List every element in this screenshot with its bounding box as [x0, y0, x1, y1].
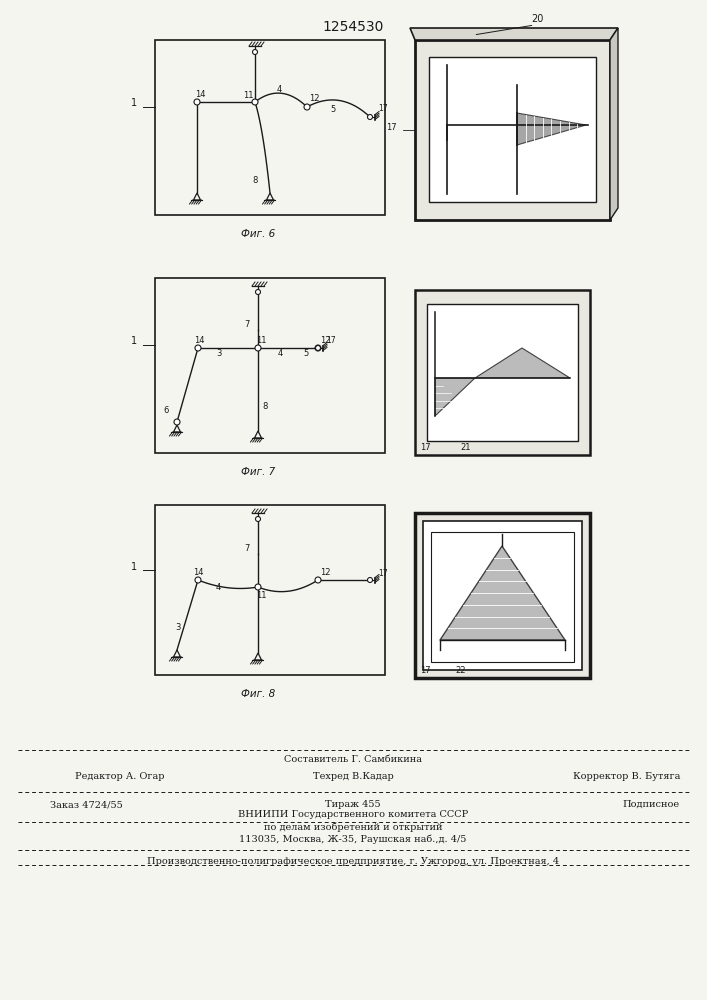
- Text: Заказ 4724/55: Заказ 4724/55: [50, 800, 123, 809]
- Text: 14: 14: [195, 90, 206, 99]
- Bar: [429, 57, 596, 202]
- Polygon shape: [475, 348, 570, 378]
- Polygon shape: [410, 28, 618, 40]
- Text: 3: 3: [175, 623, 180, 632]
- Bar: [415, 513, 590, 678]
- Text: 14: 14: [194, 336, 204, 345]
- Polygon shape: [440, 546, 565, 640]
- Text: 17: 17: [420, 443, 431, 452]
- Text: 17: 17: [386, 123, 397, 132]
- Bar: [427, 304, 578, 441]
- Text: Редактор А. Огар: Редактор А. Огар: [75, 772, 165, 781]
- Text: Производственно-полиграфическое предприятие, г. Ужгород, ул. Проектная, 4: Производственно-полиграфическое предприя…: [147, 857, 559, 866]
- Circle shape: [255, 345, 261, 351]
- Bar: [155, 278, 385, 453]
- Text: 3: 3: [216, 349, 221, 358]
- Text: 12: 12: [320, 336, 330, 345]
- Text: 7: 7: [244, 320, 250, 329]
- Polygon shape: [435, 378, 475, 416]
- Circle shape: [255, 516, 260, 522]
- Text: 11: 11: [243, 91, 254, 100]
- Text: по делам изобретений и открытий: по делам изобретений и открытий: [264, 822, 443, 832]
- Circle shape: [315, 346, 320, 351]
- Text: 17: 17: [378, 104, 387, 113]
- Bar: [423, 521, 582, 670]
- Text: 4: 4: [278, 349, 284, 358]
- Text: 14: 14: [193, 568, 204, 577]
- Circle shape: [195, 345, 201, 351]
- Text: 12: 12: [309, 94, 320, 103]
- Circle shape: [315, 577, 321, 583]
- Circle shape: [194, 99, 200, 105]
- Text: Фиг. 7: Фиг. 7: [241, 467, 276, 477]
- Bar: [155, 505, 385, 675]
- Text: 4: 4: [277, 85, 282, 94]
- Text: 17: 17: [326, 336, 336, 345]
- Text: 113035, Москва, Ж-35, Раушская наб.,д. 4/5: 113035, Москва, Ж-35, Раушская наб.,д. 4…: [239, 834, 467, 844]
- Text: 17: 17: [378, 569, 387, 578]
- Text: Составитель Г. Самбикина: Составитель Г. Самбикина: [284, 755, 422, 764]
- Text: 22: 22: [455, 666, 465, 675]
- Circle shape: [174, 419, 180, 425]
- Circle shape: [255, 584, 261, 590]
- Polygon shape: [517, 113, 586, 145]
- Text: Фиг. 6: Фиг. 6: [241, 229, 276, 239]
- Text: Техред В.Кадар: Техред В.Кадар: [312, 772, 393, 781]
- Text: 4: 4: [216, 583, 221, 592]
- Text: Тираж 455: Тираж 455: [325, 800, 381, 809]
- Circle shape: [315, 345, 321, 351]
- Circle shape: [252, 99, 258, 105]
- Text: Фиг. 8: Фиг. 8: [241, 689, 276, 699]
- Bar: [155, 40, 385, 215]
- Text: 20: 20: [532, 14, 544, 24]
- Text: 21: 21: [460, 443, 470, 452]
- Text: 11: 11: [256, 336, 267, 345]
- Text: 1254530: 1254530: [322, 20, 384, 34]
- Text: 6: 6: [163, 406, 168, 415]
- Text: 5: 5: [303, 349, 308, 358]
- Bar: [415, 40, 610, 220]
- Polygon shape: [610, 28, 618, 220]
- Circle shape: [252, 49, 257, 54]
- Circle shape: [368, 578, 373, 582]
- Text: 1: 1: [131, 562, 137, 572]
- Text: 11: 11: [256, 591, 267, 600]
- Text: 5: 5: [330, 105, 335, 114]
- Text: 8: 8: [252, 176, 257, 185]
- Text: 1: 1: [131, 99, 137, 108]
- Text: Корректор В. Бутяга: Корректор В. Бутяга: [573, 772, 680, 781]
- Bar: [431, 532, 574, 662]
- Text: 8: 8: [262, 402, 267, 411]
- Text: 12: 12: [320, 568, 330, 577]
- Text: Подписное: Подписное: [623, 800, 680, 809]
- Bar: [415, 290, 590, 455]
- Text: 17: 17: [420, 666, 431, 675]
- Text: 7: 7: [244, 544, 250, 553]
- Circle shape: [304, 104, 310, 110]
- Circle shape: [368, 114, 373, 119]
- Circle shape: [195, 577, 201, 583]
- Circle shape: [255, 290, 260, 294]
- Text: 1: 1: [131, 336, 137, 347]
- Text: ВНИИПИ Государственного комитета СССР: ВНИИПИ Государственного комитета СССР: [238, 810, 468, 819]
